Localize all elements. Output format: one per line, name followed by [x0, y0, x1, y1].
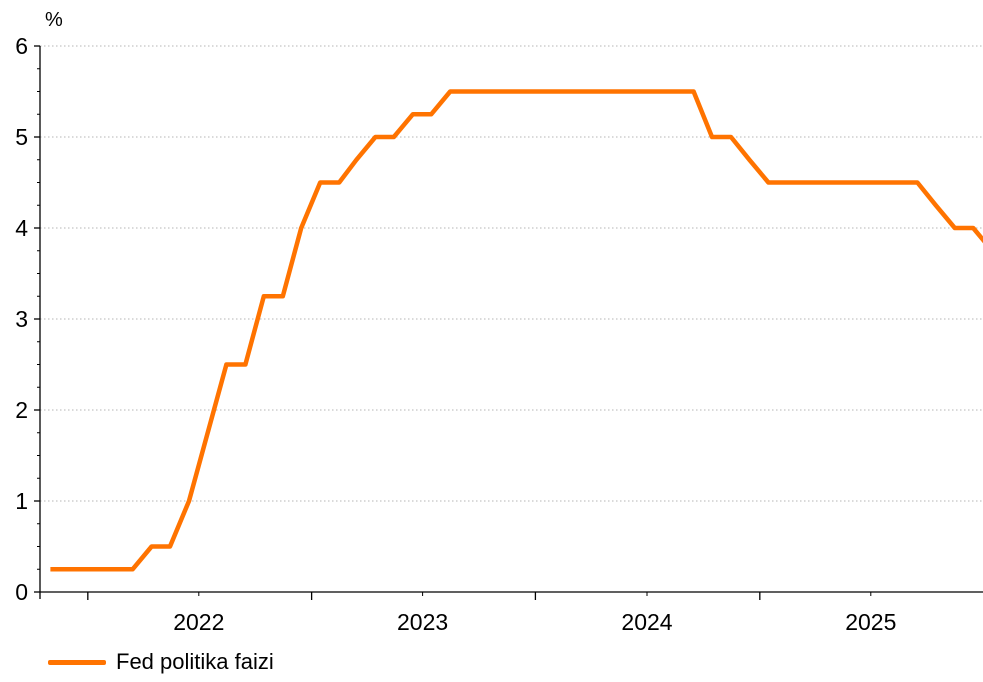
- legend-label: Fed politika faizi: [116, 649, 274, 674]
- x-tick-label: 2022: [173, 609, 224, 635]
- y-tick-label: 4: [15, 215, 28, 241]
- y-tick-label: 0: [15, 579, 28, 605]
- legend: Fed politika faizi: [48, 649, 274, 675]
- axes: [34, 45, 983, 600]
- series-line: [50, 89, 983, 572]
- y-axis-unit-label: %: [45, 9, 63, 31]
- y-tick-label: 5: [15, 124, 28, 150]
- y-tick-label: 2: [15, 397, 28, 423]
- x-tick-label: 2025: [845, 609, 896, 635]
- y-tick-label: 1: [15, 488, 28, 514]
- y-tick-label: 3: [15, 306, 28, 332]
- legend-swatch: [48, 659, 106, 665]
- series: [50, 89, 983, 572]
- y-tick-label: 6: [15, 33, 28, 59]
- tick-labels: 0 1 2 3 4 5 6 2022 2023 2024 2025: [15, 33, 896, 635]
- x-tick-label: 2023: [397, 609, 448, 635]
- gridlines: [40, 45, 983, 502]
- x-tick-label: 2024: [621, 609, 672, 635]
